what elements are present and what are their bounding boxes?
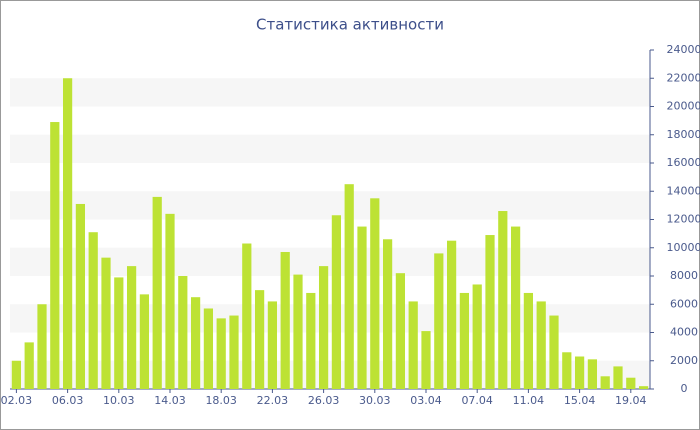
y-tick-label: 8000	[670, 269, 698, 282]
bar	[587, 359, 598, 389]
x-tick-label: 11.04	[513, 394, 545, 407]
bar	[434, 253, 444, 389]
bar	[357, 226, 367, 389]
bar	[459, 292, 470, 389]
x-tick-label: 26.03	[308, 394, 340, 407]
x-tick-label: 10.03	[103, 394, 135, 407]
bar	[638, 386, 649, 389]
grid-band	[10, 134, 650, 163]
bar	[523, 292, 534, 389]
bar	[331, 215, 342, 389]
bar	[562, 352, 572, 389]
y-tick-label: 6000	[670, 297, 698, 310]
bar	[574, 356, 585, 389]
bar	[395, 273, 406, 389]
bar	[242, 243, 252, 389]
bar	[370, 198, 380, 389]
y-tick-label: 2000	[670, 354, 698, 367]
bar	[50, 122, 60, 389]
bar	[75, 203, 86, 389]
bar	[62, 78, 73, 389]
bar	[101, 257, 111, 389]
bar	[216, 318, 226, 389]
bar	[318, 266, 329, 389]
x-tick-label: 03.04	[410, 394, 442, 407]
x-tick-label: 30.03	[359, 394, 391, 407]
bar	[626, 377, 636, 389]
bar	[446, 240, 457, 389]
bar	[485, 235, 495, 389]
bar	[114, 277, 124, 389]
bar	[421, 331, 431, 389]
y-tick-label: 20000	[667, 100, 700, 113]
y-tick-label: 16000	[667, 156, 700, 169]
grid-band	[10, 191, 650, 220]
bar	[510, 226, 521, 389]
y-tick-label: 14000	[667, 184, 700, 197]
bar	[152, 196, 162, 389]
bar	[600, 376, 610, 389]
bar	[88, 232, 98, 389]
bar	[267, 301, 278, 389]
bar	[165, 213, 175, 389]
bar	[190, 297, 201, 389]
bar	[613, 366, 623, 389]
y-tick-label: 22000	[667, 71, 700, 84]
bar	[178, 276, 188, 389]
y-tick-label: 10000	[667, 241, 700, 254]
bar	[498, 211, 508, 389]
bar	[24, 342, 34, 389]
bar	[229, 315, 239, 389]
y-tick-label: 0	[681, 382, 688, 395]
x-tick-label: 15.04	[564, 394, 596, 407]
bar	[280, 251, 290, 389]
x-tick-label: 14.03	[154, 394, 186, 407]
x-tick-label: 07.04	[461, 394, 493, 407]
bar	[536, 301, 546, 389]
bar	[472, 284, 482, 389]
bar	[11, 360, 22, 389]
bar	[344, 184, 354, 389]
x-tick-label: 19.04	[615, 394, 647, 407]
chart-title: Статистика активности	[256, 16, 444, 34]
bar	[203, 308, 214, 389]
x-tick-label: 18.03	[205, 394, 237, 407]
grid-band	[10, 78, 650, 107]
bar	[254, 290, 265, 389]
y-tick-label: 24000	[667, 43, 700, 56]
bar	[37, 304, 47, 389]
bar	[139, 294, 150, 389]
bar	[408, 301, 418, 389]
x-tick-label: 06.03	[52, 394, 84, 407]
y-tick-label: 18000	[667, 128, 700, 141]
x-tick-label: 22.03	[257, 394, 289, 407]
bar	[382, 239, 393, 389]
y-tick-label: 12000	[667, 213, 700, 226]
bar	[126, 266, 137, 389]
bar	[306, 292, 316, 389]
bar	[293, 274, 303, 389]
grid-band	[10, 247, 650, 276]
x-tick-label: 02.03	[1, 394, 33, 407]
bar	[549, 315, 559, 389]
y-tick-label: 4000	[670, 326, 698, 339]
